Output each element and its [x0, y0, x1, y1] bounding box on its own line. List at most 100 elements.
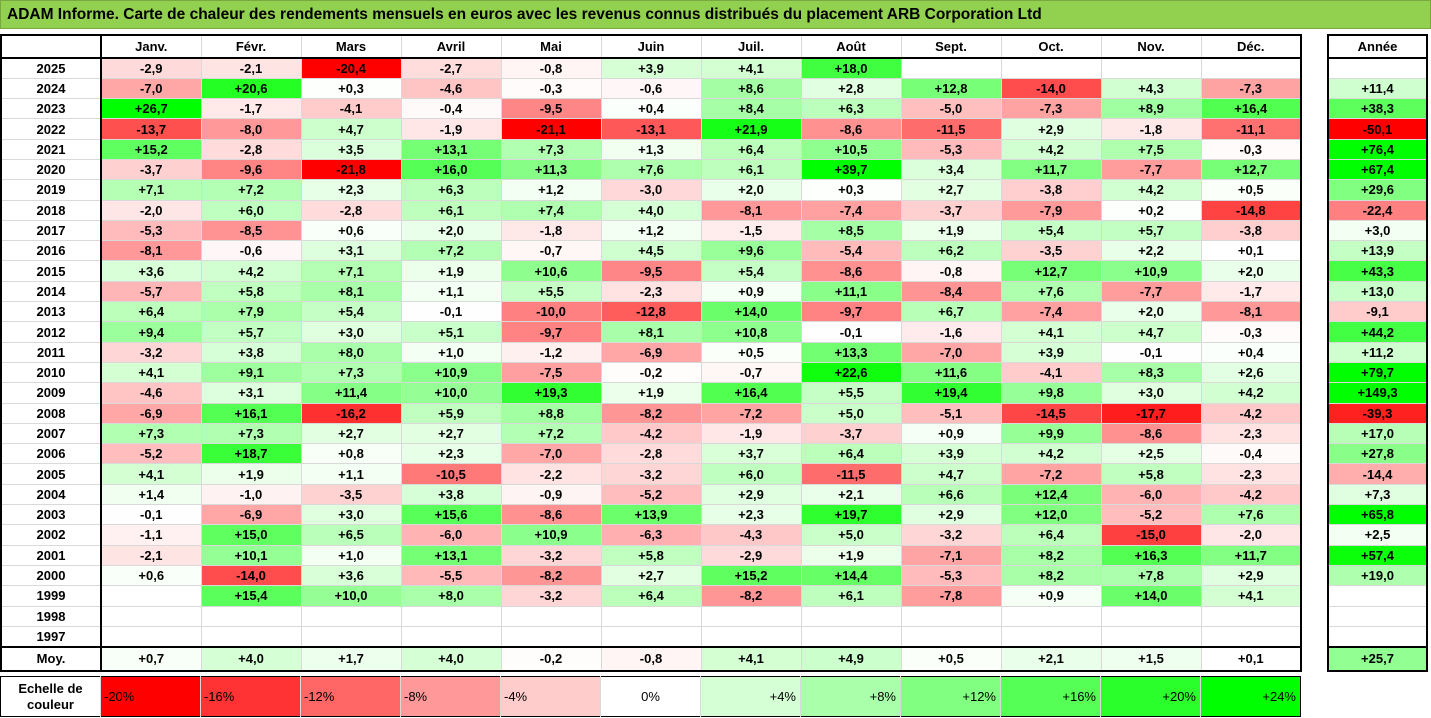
heat-cell: -2,8: [300, 200, 401, 221]
heat-cell: +3,8: [200, 342, 301, 363]
heat-cell: +2,9: [700, 484, 801, 506]
heat-cell: -8,5: [200, 220, 301, 242]
scale-step: -16%: [200, 676, 301, 717]
heat-cell: -11,5: [900, 118, 1001, 140]
heat-cell: +0,9: [700, 281, 801, 303]
heat-cell: +11,7: [1200, 545, 1301, 566]
heat-cell: -3,8: [1000, 179, 1101, 201]
heat-cell: -2,1: [200, 58, 301, 79]
heat-cell: +5,7: [1100, 220, 1201, 242]
year-label: 2018: [1, 200, 102, 221]
heat-cell: -5,7: [100, 281, 201, 303]
month-header: Juin: [600, 35, 701, 59]
heat-cell: [1100, 626, 1201, 648]
heat-cell: -4,1: [300, 98, 401, 120]
average-cell: +0,5: [900, 645, 1001, 671]
year-row: 2012 +9,4 +5,7 +3,0 +5,1 -9,7 +8,1 +10,8 -0,1 -1,…: [1, 321, 1301, 343]
year-row: 2001 -2,1 +10,1 +1,0 +13,1 -3,2 +5,8 -2,9 +1,9 -7…: [1, 545, 1301, 566]
year-row: 2000 +0,6 -14,0 +3,6 -5,5 -8,2 +2,7 +15,2 +14,4-…: [1, 565, 1301, 587]
header-row: Janv. Févr. Mars Avril Mai Juin Juil. Août Sept.…: [1, 35, 1301, 59]
year-row: 2008 -6,9 +16,1 -16,2 +5,9 +8,8 -8,2 -7,2 +5,0 -5…: [1, 403, 1301, 424]
year-row: 2011 -3,2 +3,8 +8,0 +1,0 -1,2 -6,9 +0,5 +13,3 -7,…: [1, 342, 1301, 363]
heat-cell: +9,4: [100, 321, 201, 343]
year-row: 1998: [1, 606, 1301, 627]
heat-cell: +7,9: [200, 301, 301, 323]
heat-cell: +1,9: [600, 382, 701, 404]
heat-cell: [1000, 606, 1101, 627]
heat-cell: -1,5: [700, 220, 801, 242]
heat-cell: -0,3: [1200, 139, 1301, 160]
heat-cell: +2,5: [1100, 443, 1201, 465]
heat-cell: +4,0: [600, 200, 701, 221]
heat-cell: -1,7: [1200, 281, 1301, 303]
year-label: 2004: [1, 484, 102, 506]
year-label: 2008: [1, 403, 102, 424]
heat-cell: -4,2: [1200, 484, 1301, 506]
heat-cell: +9,8: [1000, 382, 1101, 404]
heat-cell: +2,6: [1200, 362, 1301, 384]
heat-cell: -0,3: [500, 78, 601, 100]
heat-cell: +3,9: [1000, 342, 1101, 363]
heat-cell: +13,3: [800, 342, 901, 363]
average-cell: -0,8: [600, 645, 701, 671]
heat-cell: +19,4: [900, 382, 1001, 404]
year-total-cell: +7,3: [1328, 484, 1427, 506]
heat-cell: +10,9: [500, 524, 601, 546]
heat-cell: -7,5: [500, 362, 601, 384]
heat-cell: -0,4: [400, 98, 501, 120]
heat-cell: +3,6: [100, 260, 201, 282]
heat-cell: +8,0: [300, 342, 401, 363]
heat-cell: -2,3: [600, 281, 701, 303]
heat-cell: +10,1: [200, 545, 301, 566]
heat-cell: +6,5: [300, 524, 401, 546]
year-total-cell: -22,4: [1328, 200, 1427, 221]
heat-cell: +4,5: [600, 240, 701, 262]
month-header: Avril: [400, 35, 501, 59]
month-header: Mai: [500, 35, 601, 59]
heat-cell: -5,1: [900, 403, 1001, 424]
year-label: 2014: [1, 281, 102, 303]
heat-cell: +2,7: [900, 179, 1001, 201]
heat-cell: +8,5: [800, 220, 901, 242]
year-row: 2017 -5,3 -8,5 +0,6 +2,0 -1,8 +1,2 -1,5 +8,5 +1,9…: [1, 220, 1301, 242]
heat-cell: -9,7: [800, 301, 901, 323]
heat-cell: -7,2: [700, 403, 801, 424]
scale-step: -12%: [300, 676, 401, 717]
heat-cell: -2,0: [1200, 524, 1301, 546]
heat-cell: +2,3: [700, 504, 801, 526]
heat-cell: +13,1: [400, 139, 501, 160]
heat-cell: +39,7: [800, 159, 901, 181]
year-row: 2013 +6,4 +7,9 +5,4 -0,1 -10,0 -12,8 +14,0 -9,7 +…: [1, 301, 1301, 323]
heat-cell: +5,0: [800, 403, 901, 424]
heat-cell: +7,6: [600, 159, 701, 181]
year-row: 2016 -8,1 -0,6 +3,1 +7,2 -0,7 +4,5 +9,6 -5,4 +6,2…: [1, 240, 1301, 262]
year-row: 2021 +15,2 -2,8 +3,5 +13,1 +7,3 +1,3 +6,4 +10,5-…: [1, 139, 1301, 160]
year-row: 2020 -3,7 -9,6 -21,8 +16,0 +11,3 +7,6 +6,1 +39,7…: [1, 159, 1301, 181]
heat-cell: -5,4: [800, 240, 901, 262]
heat-cell: -2,1: [100, 545, 201, 566]
scale-label: Echelle de couleur: [18, 680, 83, 712]
heat-cell: -1,8: [1100, 118, 1201, 140]
heat-cell: +5,0: [800, 524, 901, 546]
heat-cell: +2,7: [400, 423, 501, 445]
heat-cell: +7,1: [100, 179, 201, 201]
heat-cell: +5,4: [700, 260, 801, 282]
month-header: Févr.: [200, 35, 301, 59]
heat-cell: -0,9: [500, 484, 601, 506]
heat-cell: -5,2: [1100, 504, 1201, 526]
heat-cell: -8,0: [200, 118, 301, 140]
heat-cell: -1,6: [900, 321, 1001, 343]
heat-cell: -0,1: [400, 301, 501, 323]
heat-cell: +3,6: [300, 565, 401, 587]
heat-cell: -4,6: [400, 78, 501, 100]
heat-cell: +5,8: [200, 281, 301, 303]
heat-cell: -16,2: [300, 403, 401, 424]
heat-cell: +4,3: [1100, 78, 1201, 100]
heat-cell: -0,6: [600, 78, 701, 100]
scale-step: +24%: [1200, 676, 1301, 717]
heat-cell: +3,0: [1100, 382, 1201, 404]
heat-cell: -8,6: [500, 504, 601, 526]
heat-cell: [800, 606, 901, 627]
corner-cell: [1, 35, 102, 59]
heat-cell: [900, 606, 1001, 627]
